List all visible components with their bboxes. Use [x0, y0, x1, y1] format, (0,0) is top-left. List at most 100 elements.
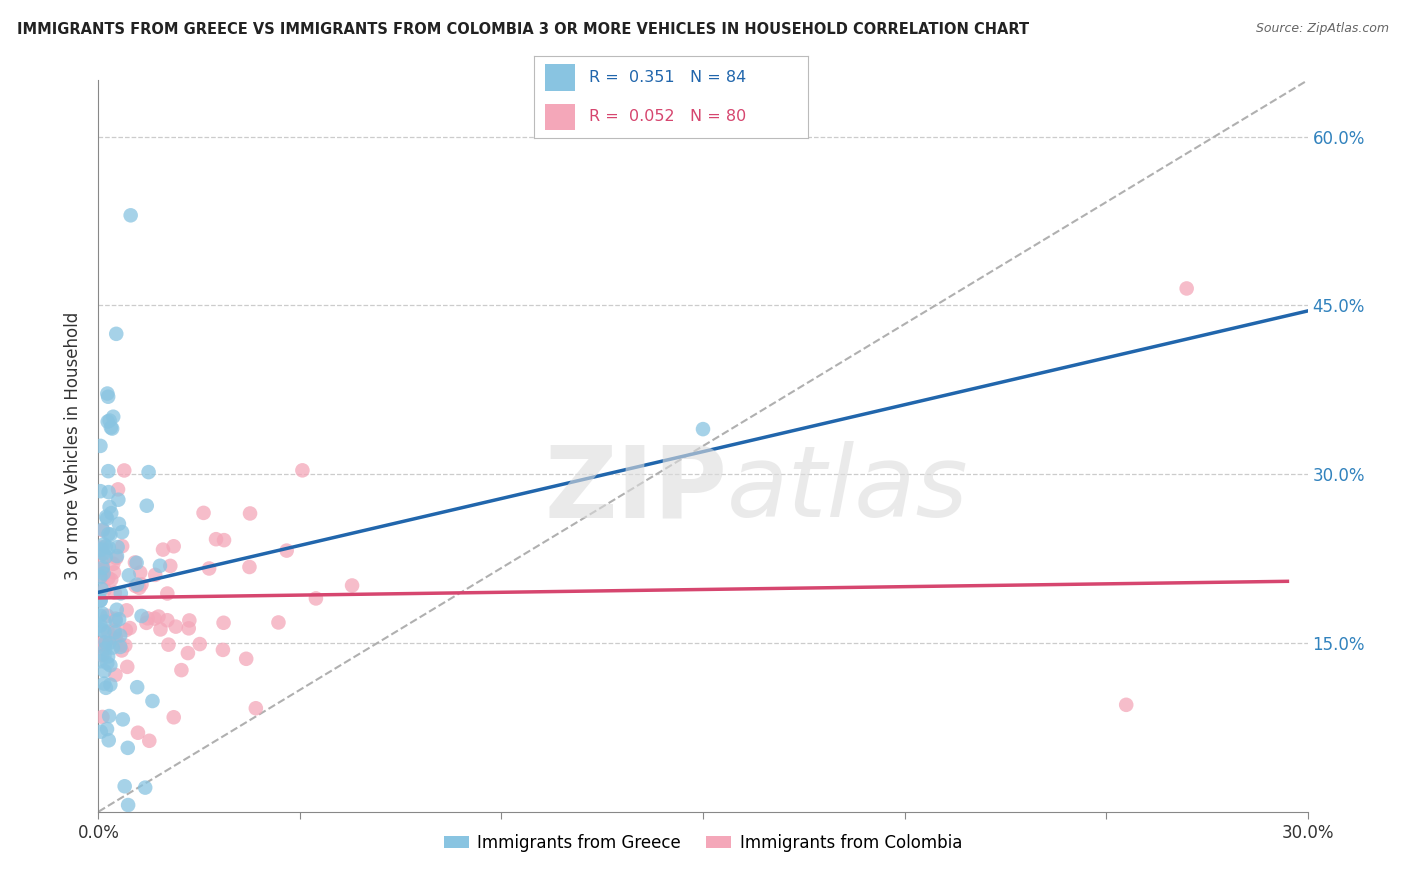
Point	[96, 656, 118, 670]
Point	[212, 643, 235, 657]
Point	[98, 413, 121, 427]
Point	[104, 612, 127, 626]
Point	[91, 607, 114, 621]
Point	[90, 542, 112, 557]
Point	[93, 615, 115, 629]
Point	[97, 390, 120, 404]
Point	[94, 509, 117, 524]
Point	[89, 439, 111, 453]
Point	[97, 485, 120, 500]
Text: R =  0.351   N = 84: R = 0.351 N = 84	[589, 70, 747, 85]
Point	[108, 612, 131, 626]
Point	[138, 465, 160, 479]
Point	[267, 615, 290, 630]
Point	[235, 652, 257, 666]
Point	[156, 586, 179, 600]
Point	[111, 539, 134, 553]
Point	[91, 637, 114, 651]
Point	[340, 578, 363, 592]
Point	[97, 571, 120, 585]
Point	[105, 549, 128, 563]
Y-axis label: 3 or more Vehicles in Household: 3 or more Vehicles in Household	[65, 312, 83, 580]
Point	[98, 500, 121, 514]
Point	[107, 483, 129, 497]
Point	[239, 507, 262, 521]
Point	[91, 524, 114, 538]
Point	[93, 676, 115, 690]
Point	[91, 563, 114, 577]
Point	[96, 511, 118, 525]
Point	[96, 722, 118, 736]
Text: Source: ZipAtlas.com: Source: ZipAtlas.com	[1256, 22, 1389, 36]
Point	[117, 798, 139, 813]
Point	[134, 780, 156, 795]
Point	[94, 549, 117, 564]
Point	[163, 710, 186, 724]
Point	[103, 557, 125, 571]
Point	[131, 577, 153, 591]
Point	[104, 614, 127, 628]
Point	[98, 678, 121, 692]
Point	[94, 638, 117, 652]
Point	[117, 740, 139, 755]
Point	[89, 618, 111, 632]
Point	[114, 779, 136, 793]
Point	[159, 558, 181, 573]
Point	[89, 484, 111, 499]
Point	[138, 733, 160, 747]
Point	[114, 639, 136, 653]
Point	[93, 547, 115, 561]
Point	[115, 623, 138, 637]
Point	[90, 593, 112, 607]
Point	[91, 710, 114, 724]
Point	[89, 608, 111, 623]
Point	[97, 649, 120, 664]
Point	[135, 615, 157, 630]
Point	[115, 603, 138, 617]
Text: ZIP: ZIP	[544, 442, 727, 539]
Point	[89, 593, 111, 607]
Point	[90, 582, 112, 596]
Point	[165, 619, 187, 633]
Point	[692, 422, 714, 436]
Point	[163, 539, 186, 553]
Point	[205, 532, 228, 546]
Point	[96, 608, 118, 623]
Point	[91, 623, 114, 637]
Point	[238, 560, 260, 574]
Point	[149, 623, 172, 637]
Point	[212, 533, 235, 548]
Point	[97, 541, 120, 555]
Point	[276, 543, 298, 558]
Point	[97, 415, 120, 429]
Point	[120, 208, 142, 222]
Point	[93, 566, 115, 581]
Point	[108, 628, 131, 642]
Point	[105, 326, 128, 341]
Point	[135, 499, 157, 513]
Point	[103, 566, 125, 580]
Point	[170, 663, 193, 677]
Bar	[546, 64, 575, 91]
Point	[100, 527, 122, 541]
Point	[141, 694, 163, 708]
Point	[127, 577, 149, 591]
Point	[104, 668, 127, 682]
Point	[91, 569, 114, 583]
Point	[90, 724, 112, 739]
Point	[107, 540, 129, 554]
Point	[305, 591, 328, 606]
Point	[124, 579, 146, 593]
Point	[179, 614, 201, 628]
Point	[93, 624, 115, 639]
Point	[98, 709, 121, 723]
Point	[108, 516, 131, 531]
Point	[91, 541, 114, 555]
Point	[91, 560, 114, 574]
Point	[91, 635, 114, 649]
Point	[118, 621, 141, 635]
Point	[110, 640, 132, 654]
Text: R =  0.052   N = 80: R = 0.052 N = 80	[589, 110, 747, 124]
Point	[93, 537, 115, 551]
Point	[156, 613, 179, 627]
